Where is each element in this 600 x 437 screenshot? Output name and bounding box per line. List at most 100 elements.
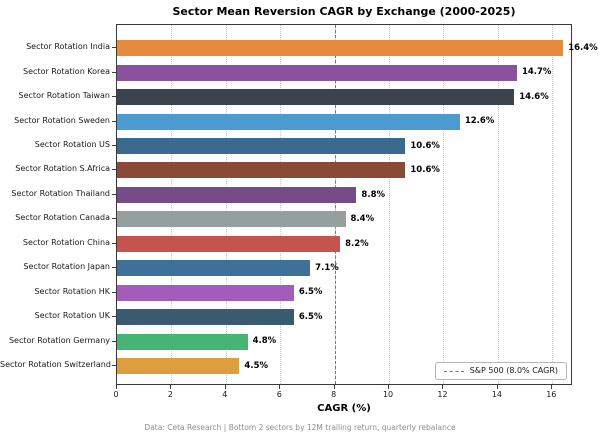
x-tick-label: 14 [491,390,502,399]
category-label: Sector Rotation HK [34,286,110,296]
x-tick-mark [388,385,390,389]
bar-row: 12.6% [117,109,571,133]
bar-value-label: 10.6% [410,140,440,151]
bar [117,333,248,350]
gridline [497,25,499,384]
footer-note: Data: Ceta Research | Bottom 2 sectors b… [144,423,456,432]
x-tick-label: 0 [113,390,119,399]
x-tick-label: 4 [222,390,228,399]
bar-row: 4.5% [117,354,571,378]
y-tick-mark [112,267,116,269]
x-tick-mark [496,385,498,389]
bar-value-label: 14.6% [519,91,549,102]
plot-area: S&P 500 (8.0% CAGR) 16.4% 14.7% 14.6% 12.6%… [116,24,598,385]
category-label: Sector Rotation Canada [15,213,110,223]
bar-row: 14.6% [117,85,571,109]
bar-row: 6.5% [117,281,571,305]
bar-value-label: 8.4% [350,214,375,225]
x-tick-mark [551,385,553,389]
category-label: Sector Rotation India [26,42,110,52]
bar [117,40,564,57]
y-tick-mark [112,242,116,244]
bar [117,138,406,155]
legend-label: S&P 500 (8.0% CAGR) [469,366,558,375]
bar-value-label: 7.1% [315,263,339,274]
bar [117,186,357,203]
bar [117,260,311,277]
bar [117,358,240,375]
bar-value-label: 10.6% [410,165,440,176]
category-label: Sector Rotation Japan [23,262,110,272]
category-label: Sector Rotation Switzerland [0,360,111,370]
category-label: Sector Rotation Sweden [14,115,110,125]
bar-row: 8.8% [117,183,571,207]
bar-value-label: 4.5% [244,360,268,371]
bar-row: 4.8% [117,329,571,353]
bar [117,211,346,228]
y-tick-mark [112,218,116,220]
bar-row: 7.1% [117,256,571,280]
bar [117,235,341,252]
bar-row: 14.7% [117,60,571,84]
bar-value-label: 12.6% [464,116,495,127]
legend-dashed-line-icon [443,370,464,372]
bar-value-label: 16.4% [568,42,598,53]
bar-value-label: 8.8% [361,189,385,200]
bar-row: 8.4% [117,207,571,231]
bar [117,284,294,301]
y-tick-mark [112,120,116,122]
category-label: Sector Rotation Korea [23,66,110,76]
y-tick-mark [112,316,116,318]
bar-value-label: 6.5% [298,311,323,322]
category-label: Sector Rotation Germany [8,335,110,345]
gridline [443,25,445,384]
chart-title: Sector Mean Reversion CAGR by Exchange (… [172,5,516,18]
category-label: Sector Rotation US [34,140,110,150]
gridline [389,25,391,384]
bar-value-label: 4.8% [252,336,277,347]
y-tick-mark [112,145,116,147]
bar-row: 10.6% [117,134,571,158]
x-tick-mark [442,385,444,389]
bar [117,309,294,326]
x-tick-label: 16 [546,390,557,399]
x-tick-mark [116,385,117,389]
sp500-reference-line [334,25,336,384]
x-tick-label: 6 [276,390,282,399]
x-axis-label: CAGR (%) [317,403,371,414]
x-tick-label: 12 [437,390,448,399]
x-tick-mark [170,385,172,389]
y-tick-mark [112,71,116,73]
legend: S&P 500 (8.0% CAGR) [434,362,567,380]
x-tick-mark [279,385,281,389]
gridline [171,25,173,384]
x-tick-label: 10 [382,390,394,399]
y-tick-mark [112,365,116,367]
y-tick-mark [112,340,116,342]
y-tick-mark [112,47,116,49]
category-label: Sector Rotation S.Africa [15,164,110,174]
category-label: Sector Rotation UK [34,311,110,321]
bar-row: 8.2% [117,232,571,256]
bar-row: 6.5% [117,305,571,329]
y-tick-mark [112,96,116,98]
bar [117,113,460,130]
category-label: Sector Rotation Thailand [11,188,110,198]
x-tick-mark [224,385,226,389]
bar-value-label: 8.2% [345,238,369,249]
x-tick-label: 8 [331,390,337,399]
gridline [280,25,282,384]
category-label: Sector Rotation China [22,237,110,247]
gridline [225,25,227,384]
bar [117,64,517,81]
bar [117,89,515,106]
bar [117,162,406,179]
y-tick-mark [112,169,116,171]
x-tick-label: 2 [167,390,173,399]
bar-value-label: 6.5% [298,287,323,298]
bar-row: 16.4% [117,36,598,60]
y-tick-mark [112,291,116,293]
category-label: Sector Rotation Taiwan [18,91,110,101]
x-tick-mark [333,385,335,389]
